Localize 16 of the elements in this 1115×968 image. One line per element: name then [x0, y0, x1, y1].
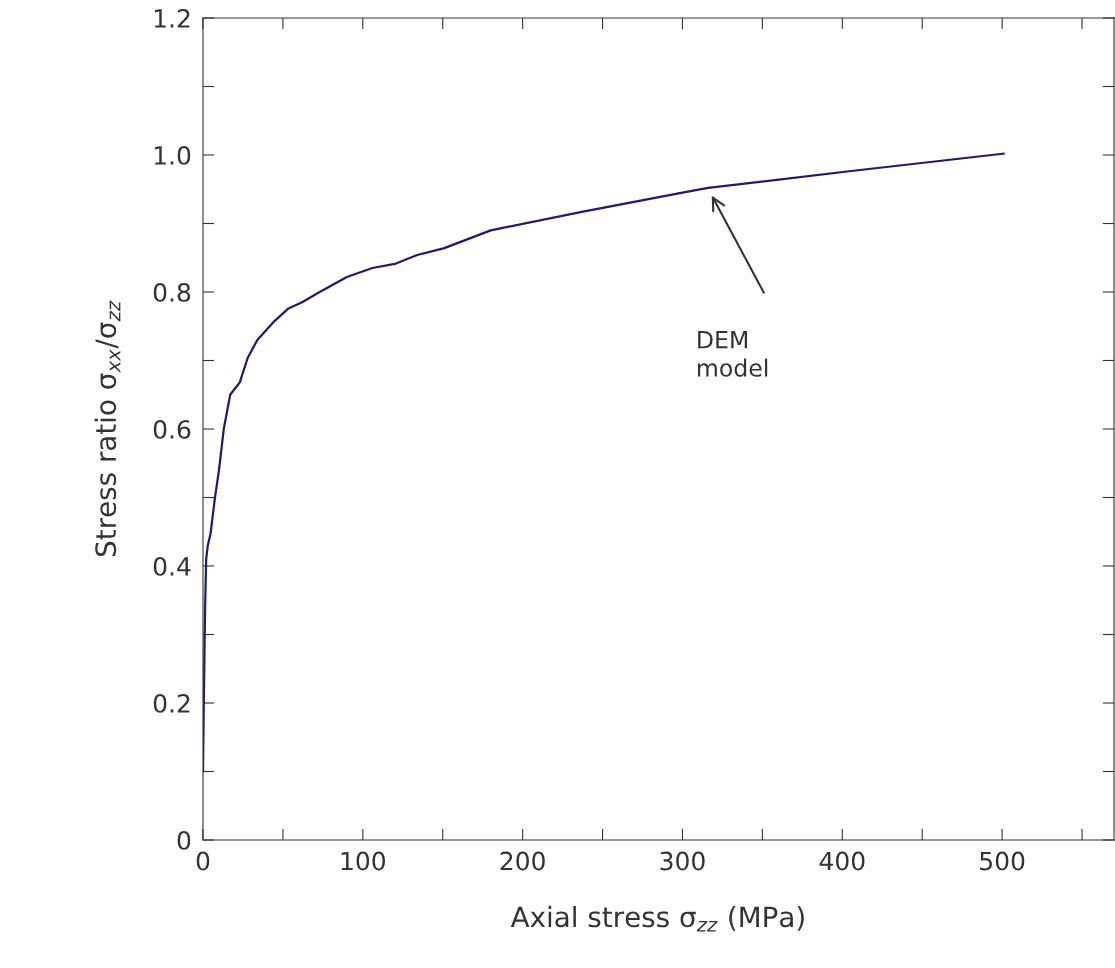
- y-tick-label: 0.6: [153, 419, 191, 439]
- y-tick-label: 0.2: [153, 693, 190, 713]
- x-tick-label: 400: [819, 851, 865, 871]
- annotation: DEM model: [697, 331, 768, 377]
- x-tick-label: 300: [660, 851, 705, 871]
- y-tick-label: 0.8: [153, 282, 191, 302]
- x-axis-title: Axial stress σ$_{zz}$ (MPa): [510, 905, 804, 932]
- x-tick-label: 100: [341, 851, 386, 871]
- y-tick-label: 1.2: [154, 8, 190, 28]
- y-tick-label: 0: [177, 830, 191, 850]
- y-tick-label: 1.0: [154, 145, 191, 165]
- x-tick-label: 0: [196, 851, 210, 871]
- x-tick-label: 200: [500, 851, 545, 871]
- y-tick-label: 0.4: [153, 556, 191, 576]
- x-tick-label: 500: [980, 851, 1025, 871]
- y-axis-title: Stress ratio σ$_{xx}$/σ$_{zz}$: [94, 300, 121, 557]
